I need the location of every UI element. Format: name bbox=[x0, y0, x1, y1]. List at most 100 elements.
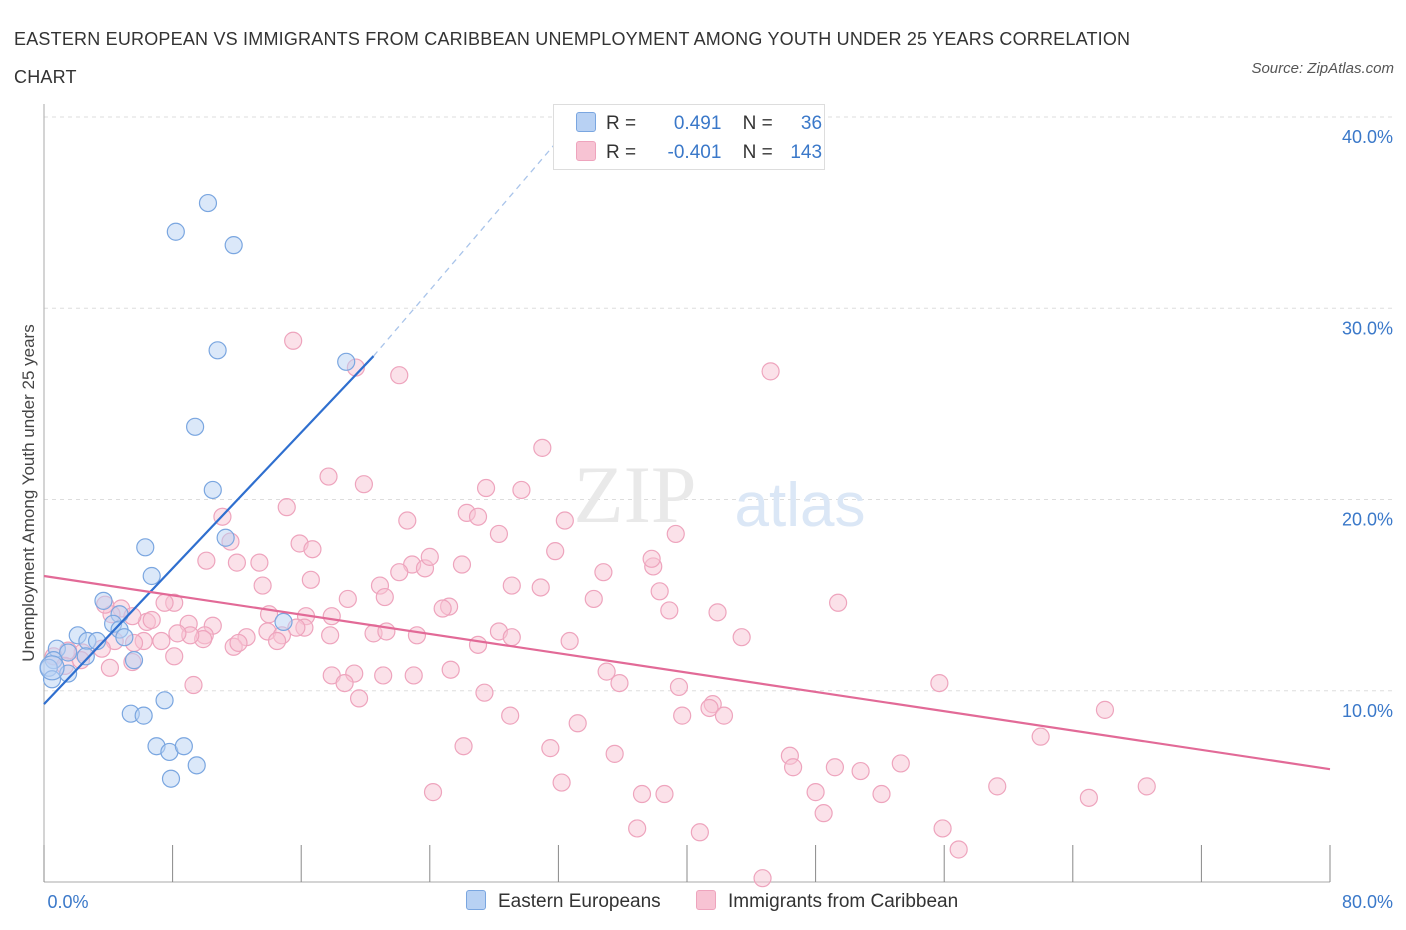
data-point-immigrants bbox=[560, 631, 579, 651]
data-point-immigrants bbox=[546, 542, 565, 561]
data-point-immigrants bbox=[303, 540, 322, 559]
data-point-immigrants bbox=[476, 478, 496, 498]
legend-item-immigrants[interactable]: Immigrants from Caribbean bbox=[696, 888, 958, 916]
legend-item-eastern[interactable]: Eastern Europeans bbox=[466, 888, 661, 916]
data-point-immigrants bbox=[502, 628, 521, 647]
data-point-immigrants bbox=[594, 563, 613, 582]
source-label: Source: ZipAtlas.com bbox=[1251, 60, 1394, 77]
legend-swatch-blue bbox=[576, 112, 596, 132]
data-point-immigrants bbox=[650, 582, 669, 601]
legend-row-immigrants: R = -0.401 N = 143 bbox=[576, 139, 822, 167]
data-point-immigrants bbox=[988, 777, 1007, 796]
data-point-immigrants bbox=[390, 366, 409, 385]
data-point-immigrants bbox=[555, 511, 574, 530]
data-point-immigrants bbox=[398, 511, 417, 530]
data-point-immigrants bbox=[541, 739, 560, 758]
data-point-immigrants bbox=[1079, 788, 1098, 807]
data-point-immigrants bbox=[531, 578, 550, 597]
data-point-immigrants bbox=[277, 498, 296, 517]
data-point-immigrants bbox=[872, 784, 891, 804]
trend-lines bbox=[43, 135, 1331, 771]
data-point-immigrants bbox=[489, 524, 509, 544]
data-point-immigrants bbox=[628, 819, 647, 838]
data-point-immigrants bbox=[468, 507, 488, 526]
data-point-immigrants bbox=[441, 660, 460, 679]
data-point-immigrants bbox=[250, 553, 269, 572]
data-point-eastern bbox=[224, 236, 243, 255]
axes: 10.0% 20.0% 30.0% 40.0% 0.0% 80.0% bbox=[43, 104, 1393, 912]
data-point-immigrants bbox=[227, 553, 246, 572]
data-point-immigrants bbox=[610, 673, 629, 693]
data-point-immigrants bbox=[374, 666, 393, 685]
data-point-immigrants bbox=[100, 658, 120, 677]
data-point-immigrants bbox=[452, 555, 472, 574]
y-tick-label: 20.0% bbox=[1342, 510, 1393, 530]
data-point-immigrants bbox=[700, 698, 719, 718]
data-point-immigrants bbox=[568, 714, 587, 733]
data-point-immigrants bbox=[584, 589, 603, 609]
data-point-eastern bbox=[274, 612, 293, 632]
data-point-immigrants bbox=[933, 819, 952, 838]
legend-r-value-1: 0.491 bbox=[673, 113, 722, 134]
data-point-immigrants bbox=[229, 633, 248, 653]
data-point-immigrants bbox=[354, 475, 373, 494]
data-point-eastern bbox=[124, 651, 144, 670]
data-point-immigrants bbox=[825, 758, 844, 777]
data-point-immigrants bbox=[949, 840, 968, 859]
data-point-immigrants bbox=[502, 576, 521, 595]
data-point-immigrants bbox=[335, 673, 354, 693]
series-legend: Eastern Europeans Immigrants from Caribb… bbox=[0, 888, 1406, 916]
legend-swatch-immigrants bbox=[696, 890, 716, 910]
data-point-immigrants bbox=[420, 547, 439, 566]
trend-line-eastern-extension bbox=[373, 135, 563, 357]
data-point-immigrants bbox=[666, 524, 685, 544]
data-point-immigrants bbox=[783, 758, 803, 777]
data-point-eastern bbox=[155, 691, 174, 710]
data-point-immigrants bbox=[168, 624, 187, 643]
series-immigrants-points bbox=[44, 331, 1156, 888]
data-point-eastern bbox=[208, 341, 227, 360]
trend-line-eastern bbox=[43, 355, 375, 705]
y-tick-label: 10.0% bbox=[1342, 701, 1393, 721]
legend-r-label-2: R = bbox=[606, 142, 637, 163]
x-tick-label: 0.0% bbox=[47, 892, 88, 912]
data-point-eastern bbox=[187, 756, 206, 775]
legend-label-immigrants: Immigrants from Caribbean bbox=[728, 891, 959, 912]
data-point-immigrants bbox=[152, 631, 171, 651]
data-point-eastern bbox=[115, 628, 134, 647]
data-point-immigrants bbox=[1095, 700, 1115, 719]
data-point-immigrants bbox=[533, 438, 552, 457]
data-point-immigrants bbox=[714, 706, 734, 725]
data-point-eastern bbox=[76, 647, 95, 666]
chart-title: EASTERN EUROPEAN VS IMMIGRANTS FROM CARI… bbox=[14, 29, 1131, 87]
data-point-eastern bbox=[142, 566, 161, 586]
legend-swatch-pink bbox=[576, 141, 596, 161]
data-point-immigrants bbox=[253, 576, 272, 595]
legend-r-label-1: R = bbox=[606, 113, 637, 134]
data-point-immigrants bbox=[454, 737, 473, 756]
data-point-immigrants bbox=[891, 754, 910, 773]
series-eastern-points bbox=[39, 193, 356, 788]
legend-r-value-2: -0.401 bbox=[667, 142, 722, 163]
data-point-immigrants bbox=[806, 783, 825, 802]
data-point-immigrants bbox=[655, 784, 674, 804]
data-point-immigrants bbox=[660, 601, 679, 620]
data-point-immigrants bbox=[321, 626, 340, 645]
data-point-immigrants bbox=[632, 784, 652, 804]
data-point-immigrants bbox=[142, 610, 161, 630]
data-point-immigrants bbox=[829, 593, 848, 612]
data-point-immigrants bbox=[753, 869, 772, 888]
data-point-immigrants bbox=[1031, 727, 1050, 746]
data-point-immigrants bbox=[512, 480, 531, 500]
data-point-immigrants bbox=[597, 662, 616, 681]
data-point-eastern bbox=[134, 706, 153, 725]
data-point-eastern bbox=[174, 737, 193, 756]
watermark: ZIP atlas bbox=[574, 449, 866, 540]
data-point-immigrants bbox=[605, 744, 624, 763]
x-tick-label: 80.0% bbox=[1342, 892, 1393, 912]
legend-swatch-eastern bbox=[466, 890, 486, 910]
data-point-immigrants bbox=[1137, 777, 1156, 796]
data-point-immigrants bbox=[669, 677, 689, 697]
data-point-eastern-cluster bbox=[39, 655, 65, 681]
data-point-eastern bbox=[136, 538, 155, 557]
